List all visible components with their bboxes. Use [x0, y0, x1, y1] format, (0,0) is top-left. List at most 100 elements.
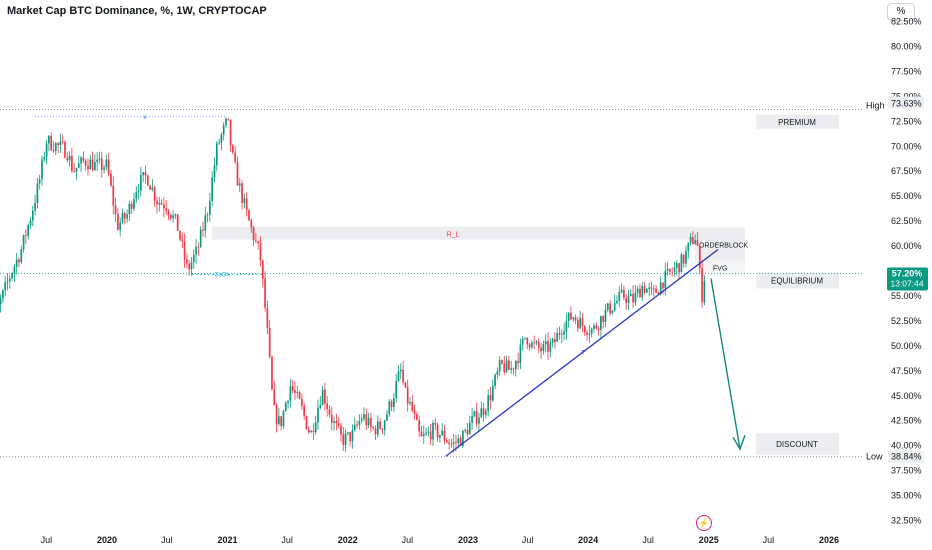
- candle-body: [135, 191, 138, 200]
- lightning-bolt-icon[interactable]: ⚡: [696, 515, 712, 531]
- candle-body: [560, 334, 563, 336]
- candle-body: [227, 118, 230, 120]
- y-tick-label: 37.50%: [891, 466, 922, 476]
- candle-body: [130, 203, 133, 209]
- candle-body: [406, 387, 409, 404]
- candle-body: [264, 278, 266, 308]
- candle-body: [701, 268, 703, 303]
- candle-body: [544, 341, 547, 345]
- candle-body: [167, 210, 170, 215]
- candle-body: [632, 293, 634, 303]
- y-tick-label: 47.50%: [891, 366, 922, 376]
- y-tick-label: 82.50%: [891, 17, 922, 27]
- bsl-zone-box: [212, 226, 695, 240]
- trendline[interactable]: [445, 249, 719, 457]
- candle-body: [473, 411, 476, 416]
- candle-body: [535, 341, 538, 343]
- last-price-tag: [887, 267, 928, 291]
- candle-body: [229, 119, 232, 146]
- candle-body: [266, 307, 269, 328]
- candle-body: [602, 316, 605, 322]
- candle-body: [18, 259, 20, 263]
- candle-body: [314, 422, 317, 433]
- candle-body: [365, 414, 368, 426]
- projection-arrowhead: [732, 434, 746, 451]
- candle-body: [280, 416, 283, 427]
- candle-body: [409, 402, 411, 404]
- x-tick-label: 2020: [97, 535, 117, 545]
- candle-body: [126, 214, 128, 219]
- candle-body: [4, 282, 7, 291]
- candle-body: [209, 201, 211, 215]
- candle-body: [199, 229, 202, 248]
- equilibrium-zone-label-box: [756, 272, 839, 289]
- candle-body: [278, 416, 280, 425]
- equilibrium-zone-label: EQUILIBRIUM: [771, 276, 823, 285]
- y-tick-label: 77.50%: [891, 66, 922, 76]
- candle-body: [232, 145, 234, 153]
- candle-body: [505, 360, 508, 373]
- candle-body: [432, 422, 434, 440]
- candle-body: [172, 215, 174, 219]
- x-tick-label: Jul: [281, 535, 293, 545]
- candle-body: [291, 386, 294, 391]
- candle-body: [411, 402, 414, 411]
- candle-body: [652, 288, 655, 290]
- candle-body: [508, 360, 510, 370]
- y-tick-label: 45.00%: [891, 391, 922, 401]
- candle-body: [689, 237, 692, 243]
- candle-body: [156, 200, 158, 205]
- candle-body: [289, 386, 292, 401]
- candle-body: [31, 210, 34, 221]
- candle-body: [586, 332, 588, 335]
- x-tick-label: Jul: [522, 535, 534, 545]
- candle-body: [294, 390, 296, 393]
- candle-body: [333, 420, 335, 423]
- candle-body: [549, 343, 552, 352]
- candle-body: [275, 405, 278, 425]
- candle-body: [471, 415, 473, 423]
- candle-body: [489, 395, 492, 401]
- candle-body: [296, 391, 299, 393]
- projection-arrow-line[interactable]: [710, 278, 741, 450]
- candle-body: [330, 414, 333, 423]
- candlestick-series: [0, 117, 706, 453]
- candle-body: [528, 344, 531, 348]
- candle-body: [202, 229, 204, 231]
- chart-title: Market Cap BTC Dominance, %, 1W, CRYPTOC…: [7, 5, 267, 17]
- candle-body: [66, 157, 69, 161]
- candle-body: [176, 214, 179, 231]
- candle-body: [25, 235, 27, 236]
- candle-body: [149, 185, 151, 190]
- candle-body: [84, 160, 87, 166]
- candle-body: [510, 368, 513, 370]
- candle-body: [142, 172, 145, 176]
- candle-body: [96, 159, 99, 162]
- candle-body: [284, 403, 287, 412]
- choch-label: CoCh: [214, 272, 229, 278]
- bar-countdown: 13:07:44: [890, 278, 923, 288]
- candle-body: [547, 341, 549, 352]
- candle-body: [133, 199, 135, 209]
- candle-body: [137, 190, 140, 192]
- x-tick-label: Jul: [763, 535, 775, 545]
- candle-body: [186, 259, 188, 264]
- y-tick-label: 55.00%: [891, 291, 922, 301]
- candle-body: [370, 417, 372, 428]
- candle-body: [669, 268, 671, 272]
- candle-body: [698, 245, 701, 269]
- candle-body: [213, 165, 216, 178]
- y-tick-label: 50.00%: [891, 341, 922, 351]
- candle-body: [650, 287, 653, 289]
- x-tick-label: 2024: [578, 535, 598, 545]
- candle-body: [666, 268, 669, 271]
- candle-body: [487, 395, 490, 411]
- candle-body: [71, 155, 73, 172]
- candle-body: [577, 320, 579, 329]
- candle-body: [59, 141, 62, 145]
- candle-body: [420, 431, 423, 437]
- percent-scale-button[interactable]: %: [887, 3, 915, 21]
- candle-body: [257, 241, 260, 244]
- candle-body: [696, 240, 699, 246]
